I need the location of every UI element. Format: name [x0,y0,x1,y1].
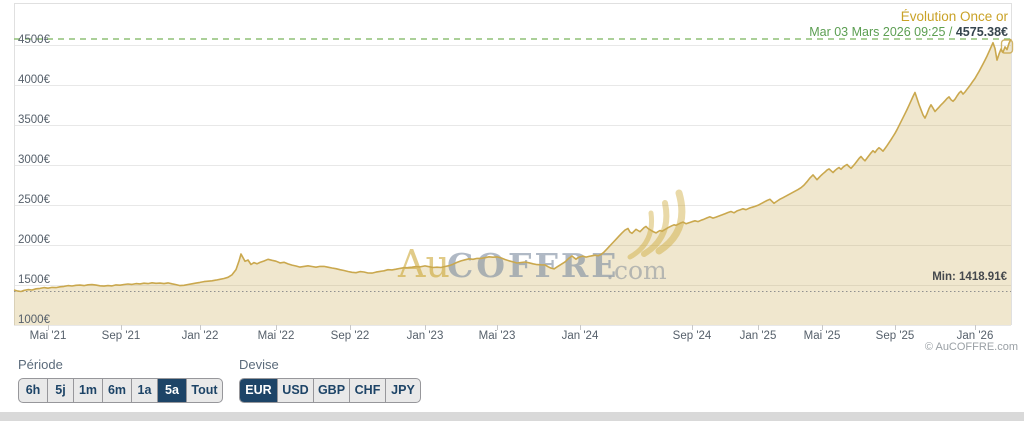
period-option-6h[interactable]: 6h [19,379,47,402]
svg-text:4000€: 4000€ [18,74,51,86]
last-point-marker [1000,39,1014,54]
svg-text:3000€: 3000€ [18,154,51,166]
currency-option-usd[interactable]: USD [277,379,313,402]
price-chart-canvas[interactable]: Au COFFRE .com 1000€ 1500€ 2000€ 2500€ 3000€… [0,0,1024,352]
price-area [14,39,1011,325]
svg-text:4500€: 4500€ [18,34,51,46]
period-button-group: 6h 5j 1m 6m 1a 5a Tout [18,378,223,403]
watermark-waves-icon [627,189,686,260]
watermark-au: Au [397,242,450,286]
svg-text:Mai '23: Mai '23 [479,330,516,342]
currency-option-chf[interactable]: CHF [349,379,385,402]
svg-text:2500€: 2500€ [18,194,51,206]
plot-border [14,3,1012,325]
svg-text:Sep '21: Sep '21 [102,330,141,342]
chart-subtitle: Mar 03 Mars 2026 09:25 / 4575.38€ [809,25,1008,39]
period-option-5j[interactable]: 5j [47,379,73,402]
period-option-1m[interactable]: 1m [73,379,102,402]
period-option-5a[interactable]: 5a [157,379,186,402]
currency-button-group: EUR USD GBP CHF JPY [239,378,421,403]
chart-controls: Période 6h 5j 1m 6m 1a 5a Tout Devise EUR USD GB… [18,357,421,403]
watermark-com: .com [606,256,667,285]
svg-text:Sep '22: Sep '22 [331,330,370,342]
svg-text:Sep '24: Sep '24 [673,330,712,342]
svg-text:Mai '21: Mai '21 [30,330,67,342]
svg-text:1500€: 1500€ [18,274,51,286]
watermark-coffre: COFFRE [447,246,619,285]
svg-text:Jan '23: Jan '23 [407,330,444,342]
currency-label: Devise [239,357,279,372]
chart-title: Évolution Once or [900,9,1008,24]
svg-text:Jan '22: Jan '22 [182,330,219,342]
aucoffre-watermark: Au COFFRE .com [397,189,686,286]
period-option-1a[interactable]: 1a [131,379,157,402]
quote-separator: / [945,25,956,39]
svg-text:Sep '25: Sep '25 [876,330,915,342]
svg-text:Mai '25: Mai '25 [804,330,841,342]
period-option-tout[interactable]: Tout [186,379,222,402]
period-control-group: Période 6h 5j 1m 6m 1a 5a Tout [18,357,223,403]
currency-control-group: Devise EUR USD GBP CHF JPY [239,357,421,403]
svg-text:Mai '22: Mai '22 [258,330,295,342]
price-line [13,38,1012,293]
y-axis-labels: 1000€ 1500€ 2000€ 2500€ 3000€ 3500€ 4000€ 4500€ [18,34,51,326]
svg-text:3500€: 3500€ [18,114,51,126]
x-axis: Mai '21 Sep '21 Jan '22 Mai '22 Sep '22 Jan '… [30,325,994,342]
section-divider [0,412,1024,421]
svg-text:Jan '25: Jan '25 [740,330,777,342]
svg-text:2000€: 2000€ [18,234,51,246]
period-option-6m[interactable]: 6m [102,379,131,402]
svg-text:1000€: 1000€ [18,314,51,326]
svg-text:Jan '24: Jan '24 [562,330,599,342]
currency-option-eur[interactable]: EUR [240,379,277,402]
copyright-note: © AuCOFFRE.com [924,341,1018,353]
svg-text:Jan '26: Jan '26 [957,330,994,342]
period-label: Période [18,357,63,372]
currency-option-jpy[interactable]: JPY [385,379,420,402]
current-price-value: 4575.38€ [955,25,1008,39]
currency-option-gbp[interactable]: GBP [313,379,349,402]
min-price-label: Min: 1418.91€ [932,271,1007,283]
quote-datetime: Mar 03 Mars 2026 09:25 [809,25,946,39]
